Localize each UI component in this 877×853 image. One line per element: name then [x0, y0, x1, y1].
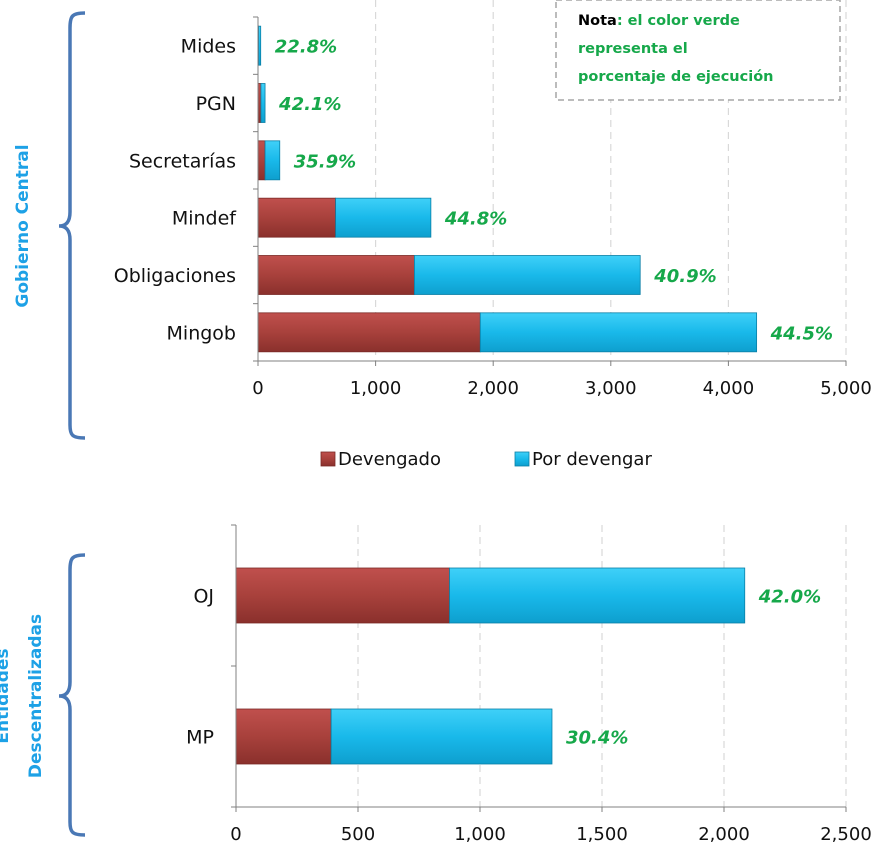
legend: Devengado Por devengar: [320, 449, 652, 470]
entidades-label-line-1: Entidades: [0, 648, 13, 743]
top-percent-label-pgn: 42.1%: [278, 94, 341, 115]
bot-bar-devengado-oj: [235, 567, 450, 624]
top-category-labels: Mides PGN Secretarías Mindef Obligaciones Min…: [114, 36, 238, 345]
note-box: Nota: el color verde representa el porce…: [555, 0, 841, 101]
top-percent-labels: 22.8% 42.1% 35.9% 44.8% 40.9% 44.5%: [275, 37, 833, 345]
note-line-3: porcentaje de ejecución: [578, 69, 773, 85]
bot-percent-label-oj: 42.0%: [758, 587, 821, 608]
bot-x-tick-label-1000: 1,000: [454, 824, 506, 845]
legend-label-devengado: Devengado: [338, 449, 441, 470]
top-tick-labels: 0 1,000 2,000 3,000 4,000 5,000: [252, 378, 871, 399]
top-bar-devengado-mingob: [257, 312, 481, 353]
note-rest: : el color verde: [617, 13, 740, 29]
top-bar-por-devengar-mides: [258, 25, 262, 66]
top-percent-label-mindef: 44.8%: [444, 209, 507, 230]
legend-swatch-devengado: [320, 451, 336, 467]
top-bar-por-devengar-obligaciones: [414, 255, 641, 295]
bot-x-tick-label-1500: 1,500: [576, 824, 628, 845]
bottom-gridlines: [357, 525, 847, 807]
entidades-label-line-2: Descentralizadas: [26, 614, 46, 778]
bot-bar-por-devengar-oj: [449, 567, 746, 624]
bot-bar-por-devengar-mp: [330, 708, 553, 765]
top-bar-por-devengar-mindef: [335, 197, 432, 238]
top-percent-label-mides: 22.8%: [275, 37, 337, 58]
note-frame: [555, 0, 841, 101]
bottom-bars: [235, 567, 746, 765]
top-bar-devengado-secretarias: [257, 140, 266, 181]
top-bar-por-devengar-secretarias: [264, 140, 281, 181]
bot-x-tick-label-2500: 2,500: [820, 824, 872, 845]
top-percent-label-obligaciones: 40.9%: [653, 266, 716, 287]
top-bars: [257, 25, 758, 353]
bottom-percent-labels: 42.0% 30.4%: [566, 587, 821, 749]
top-x-tick-label-1000: 1,000: [350, 378, 402, 399]
note-line-1: Nota: el color verde: [578, 13, 740, 29]
bottom-category-labels: OJ MP: [186, 586, 214, 749]
gobierno-central-bracket: [58, 11, 86, 440]
bot-percent-label-mp: 30.4%: [566, 728, 628, 749]
top-bar-devengado-mindef: [257, 197, 337, 238]
top-percent-label-mingob: 44.5%: [770, 323, 833, 344]
top-x-tick-label-5000: 5,000: [820, 378, 872, 399]
bot-category-label-mp: MP: [186, 727, 214, 749]
top-bar-por-devengar-mingob: [479, 312, 758, 353]
note-line-2: representa el: [578, 41, 688, 57]
top-x-tick-label-4000: 4,000: [703, 378, 755, 399]
top-category-label-mindef: Mindef: [172, 208, 237, 230]
top-category-label-mingob: Mingob: [167, 322, 236, 344]
top-category-label-obligaciones: Obligaciones: [114, 265, 236, 287]
top-axes: [253, 16, 847, 366]
bot-x-tick-label-0: 0: [230, 824, 241, 845]
bottom-axes: [231, 524, 847, 812]
top-category-label-mides: Mides: [181, 36, 236, 58]
top-bar-por-devengar-pgn: [260, 83, 266, 123]
top-x-tick-label-3000: 3,000: [585, 378, 637, 399]
note-bold: Nota: [578, 13, 617, 29]
gobierno-central-label: Gobierno Central: [13, 144, 33, 307]
bot-bar-devengado-mp: [235, 708, 332, 765]
bot-x-tick-label-500: 500: [341, 824, 375, 845]
top-bar-devengado-obligaciones: [257, 255, 415, 295]
top-x-tick-label-0: 0: [252, 378, 263, 399]
bot-category-label-oj: OJ: [193, 586, 214, 608]
entidades-descentralizadas-bracket: [58, 553, 86, 837]
top-percent-label-secretarias: 35.9%: [294, 151, 356, 172]
bot-x-tick-label-2000: 2,000: [698, 824, 750, 845]
bottom-tick-labels: 0 500 1,000 1,500 2,000 2,500: [230, 824, 871, 845]
top-category-label-pgn: PGN: [196, 93, 236, 115]
top-x-tick-label-2000: 2,000: [467, 378, 519, 399]
legend-swatch-por-devengar: [514, 451, 530, 467]
legend-label-por-devengar: Por devengar: [532, 449, 652, 470]
top-category-label-secretarias: Secretarías: [129, 150, 236, 172]
